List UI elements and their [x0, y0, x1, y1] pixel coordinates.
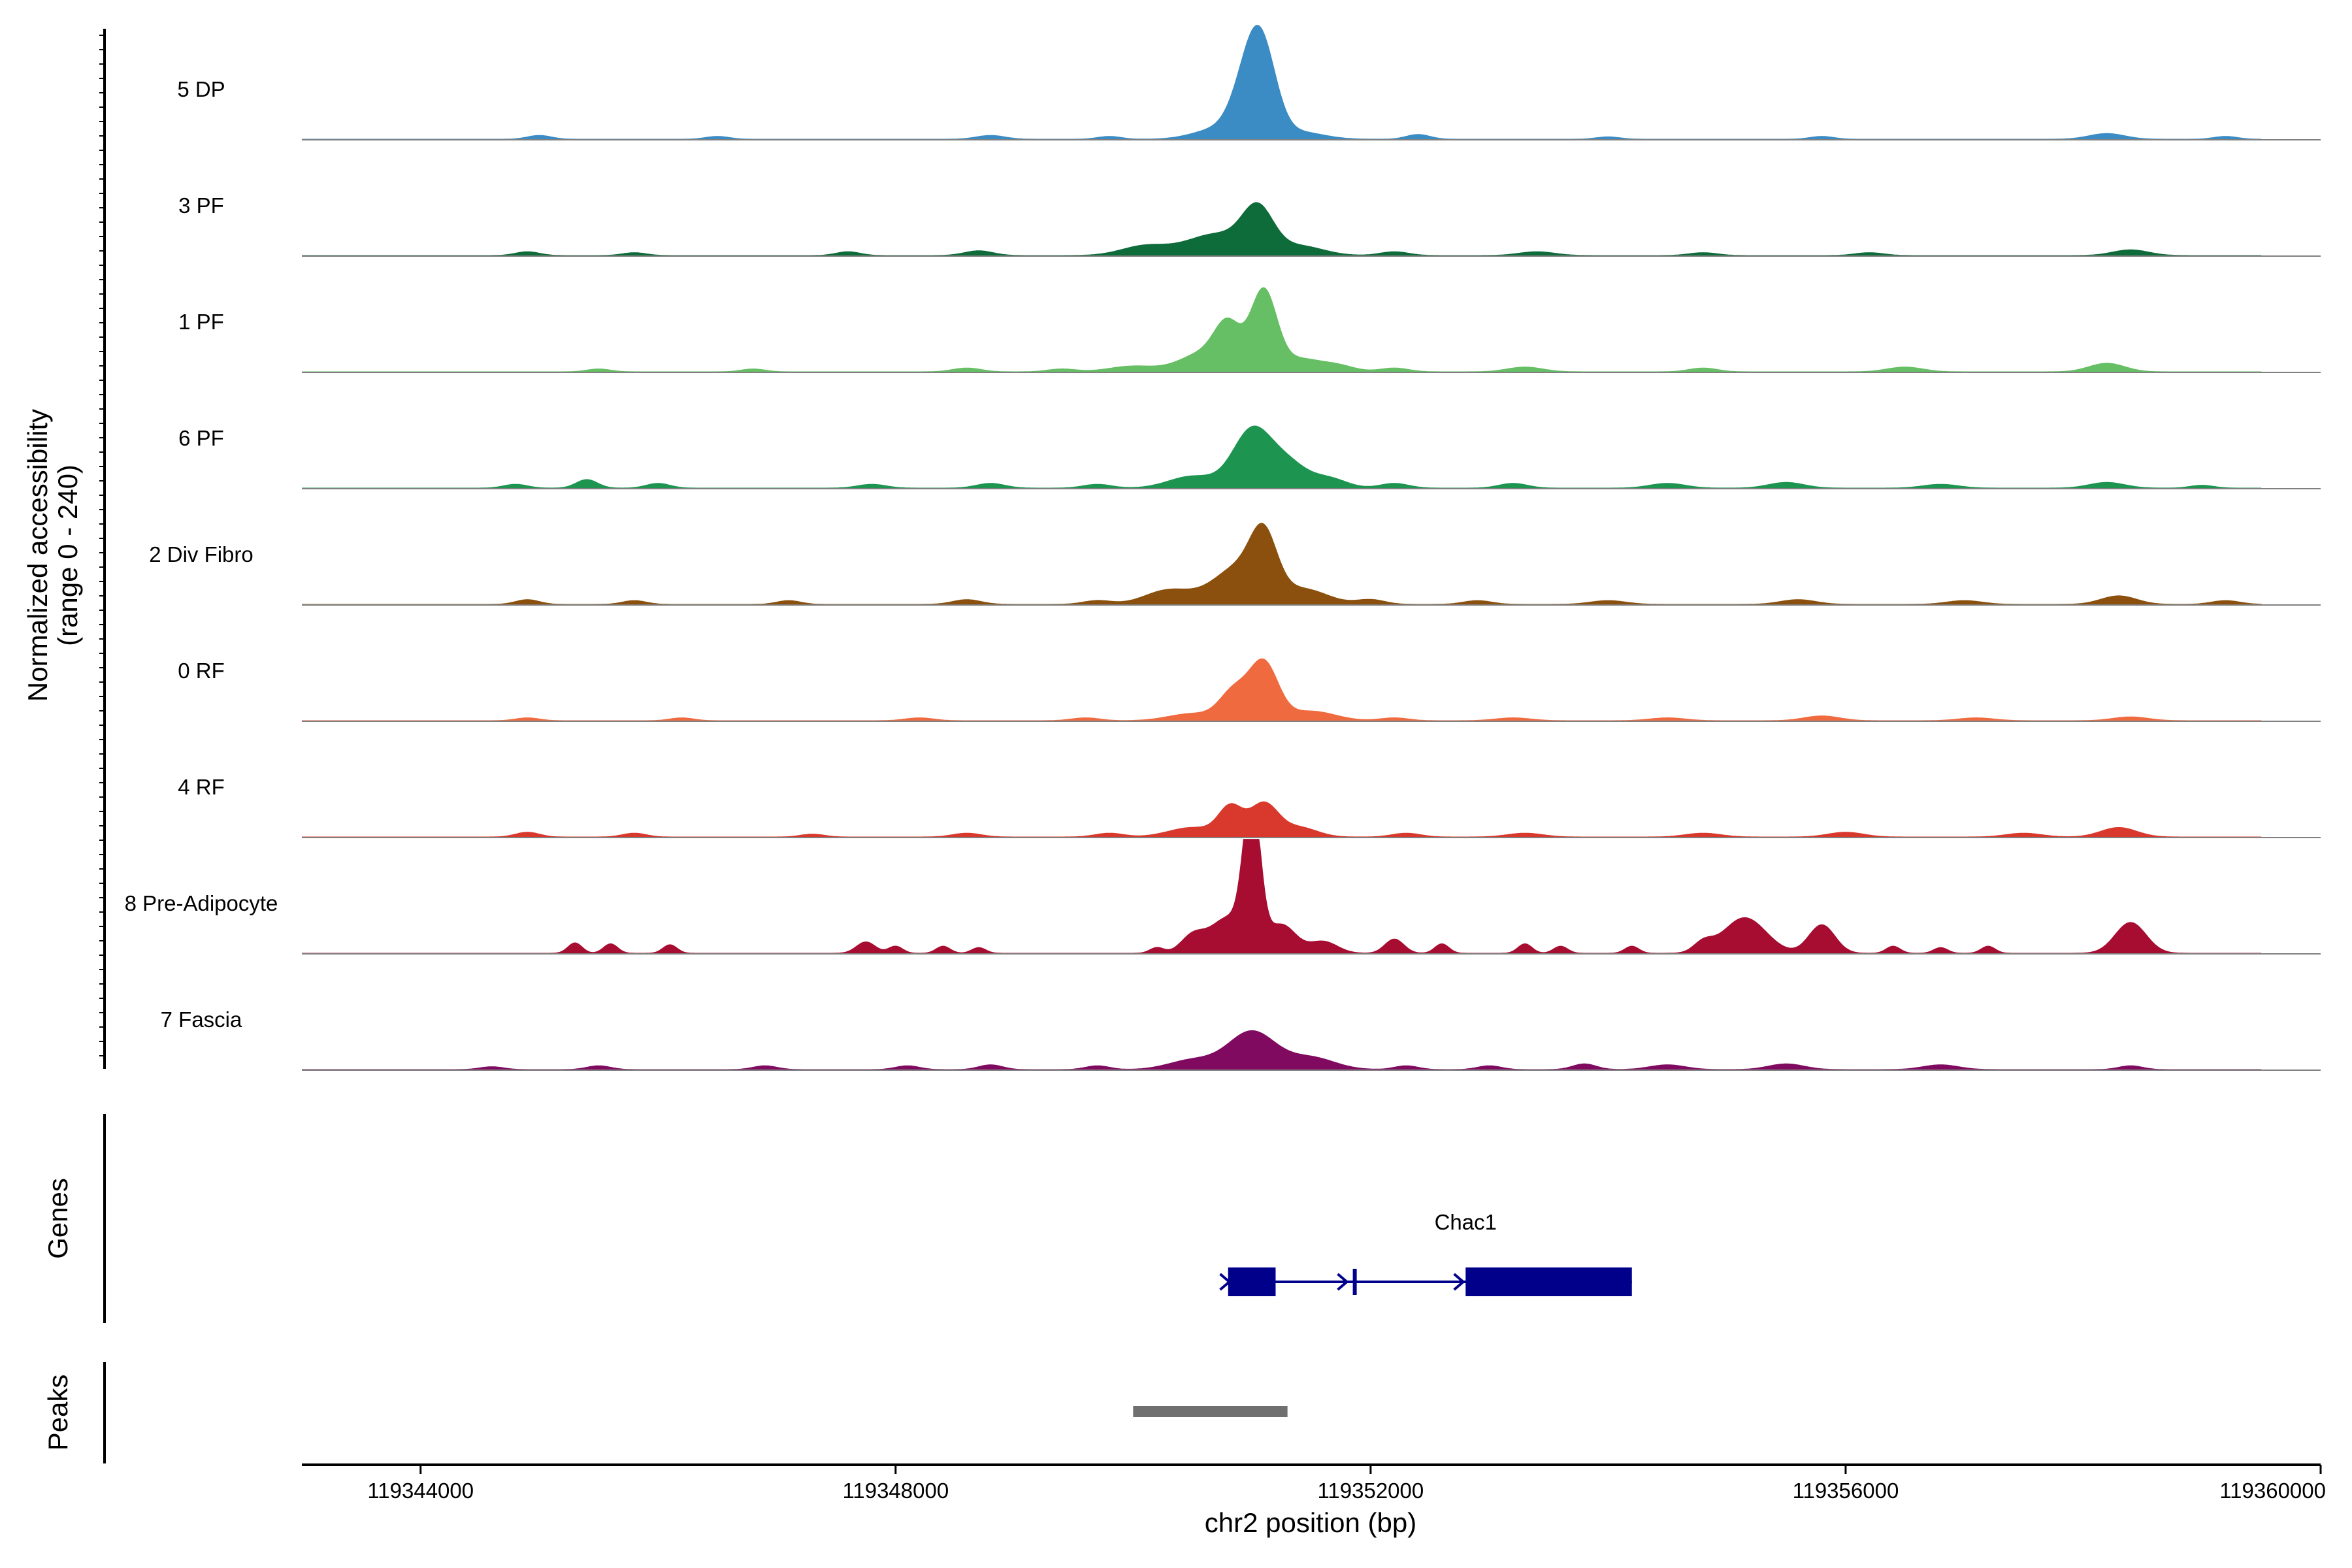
gene-name-label: Chac1 [1435, 1210, 1497, 1234]
x-tick-label: 119356000 [1793, 1478, 1899, 1503]
track-label: 0 RF [178, 659, 225, 683]
x-tick-label: 119360000 [2219, 1478, 2326, 1503]
gene-track: Chac1 [103, 1114, 1632, 1323]
track-label: 4 RF [178, 775, 225, 799]
y-axis-label: Normalized accessibility [22, 409, 53, 702]
genes-track-label: Genes [42, 1178, 73, 1259]
track-7-fascia: 7 Fascia [161, 1007, 2321, 1071]
x-axis-label: chr2 position (bp) [1205, 1507, 1417, 1538]
coverage-area [302, 1030, 2262, 1070]
strand-arrow [1337, 1273, 1349, 1291]
coverage-tracks: 5 DP 3 PF 1 PF 6 PF 2 Div Fibro 0 RF 4 RF 8 Pre… [125, 25, 2321, 1071]
coverage-area [302, 202, 2262, 256]
y-axis-label-range: (range 0 - 240) [52, 465, 83, 646]
coverage-area [302, 523, 2262, 605]
coverage-area [302, 425, 2262, 489]
track-6-pf: 6 PF [178, 425, 2321, 489]
x-tick-label: 119348000 [842, 1478, 949, 1503]
coverage-area [302, 839, 2262, 954]
peaks-track-label: Peaks [42, 1375, 73, 1451]
strand-arrow [1219, 1273, 1232, 1291]
coverage-area [302, 25, 2262, 140]
track-1-pf: 1 PF [178, 287, 2321, 373]
coverage-area [302, 801, 2262, 838]
track-8-pre-adipocyte: 8 Pre-Adipocyte [125, 839, 2321, 955]
peak-region [1133, 1406, 1288, 1417]
track-label: 2 Div Fibro [149, 542, 253, 566]
track-2-div-fibro: 2 Div Fibro [149, 523, 2321, 606]
gene-exon [1352, 1269, 1357, 1295]
strand-arrow [1453, 1273, 1465, 1291]
gene-exon [1228, 1267, 1276, 1296]
track-label: 7 Fascia [161, 1007, 242, 1032]
peaks-track [103, 1362, 1288, 1463]
coverage-area [302, 287, 2262, 372]
x-axis: 119344000 119348000 119352000 119356000 1193… [302, 1463, 2326, 1503]
x-tick-label: 119352000 [1318, 1478, 1424, 1503]
track-0-rf: 0 RF [178, 658, 2321, 722]
track-label: 8 Pre-Adipocyte [125, 891, 278, 915]
track-5-dp: 5 DP [177, 25, 2321, 140]
track-y-axes [99, 29, 106, 1069]
coverage-area [302, 658, 2262, 721]
track-label: 3 PF [178, 193, 224, 218]
track-label: 1 PF [178, 310, 224, 334]
track-3-pf: 3 PF [178, 193, 2321, 257]
track-4-rf: 4 RF [178, 775, 2321, 838]
x-tick-label: 119344000 [367, 1478, 474, 1503]
gene-exon [1465, 1267, 1632, 1296]
track-label: 6 PF [178, 426, 224, 450]
track-label: 5 DP [177, 77, 225, 101]
